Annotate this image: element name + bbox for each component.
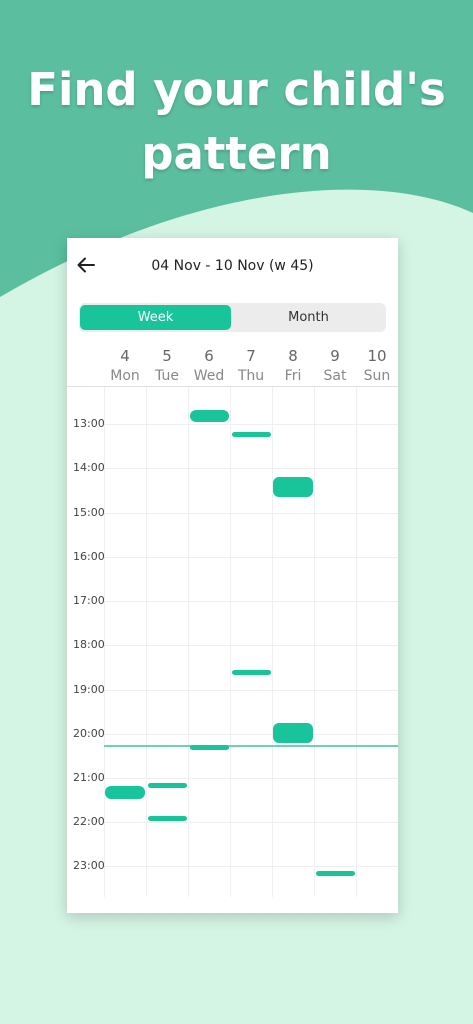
- day-header-wed: 6 Wed: [193, 347, 225, 384]
- day-header-sat: 9 Sat: [323, 347, 347, 384]
- event-block[interactable]: [273, 477, 313, 497]
- week-range-title: 04 Nov - 10 Nov (w 45): [151, 258, 314, 274]
- grid-line-horizontal: [104, 822, 398, 823]
- day-header-sun: 10 Sun: [363, 347, 391, 384]
- grid-line-horizontal: [104, 645, 398, 646]
- time-label: 18:00: [73, 638, 105, 651]
- grid-line-vertical: [104, 387, 105, 897]
- event-block[interactable]: [273, 723, 313, 743]
- grid-line-horizontal: [104, 778, 398, 779]
- view-toggle: Week Month: [79, 303, 386, 332]
- day-header-mon: 4 Mon: [110, 347, 140, 384]
- headline: Find your child's pattern: [0, 58, 473, 186]
- event-block[interactable]: [232, 432, 271, 437]
- arrow-left-icon: [77, 257, 95, 273]
- tab-week[interactable]: Week: [80, 305, 231, 330]
- grid-line-horizontal: [104, 734, 398, 735]
- event-block[interactable]: [148, 783, 187, 788]
- grid-line-vertical: [188, 387, 189, 897]
- event-block[interactable]: [190, 745, 229, 750]
- event-block[interactable]: [316, 871, 355, 876]
- grid-line-vertical: [356, 387, 357, 897]
- grid-line-vertical: [272, 387, 273, 897]
- grid-line-horizontal: [104, 866, 398, 867]
- grid-line-horizontal: [104, 468, 398, 469]
- grid-line-horizontal: [104, 601, 398, 602]
- day-header-tue: 5 Tue: [155, 347, 179, 384]
- headline-line-2: pattern: [141, 127, 332, 180]
- grid-line-vertical: [314, 387, 315, 897]
- time-label: 15:00: [73, 506, 105, 519]
- grid-line-horizontal: [104, 424, 398, 425]
- back-button[interactable]: [75, 254, 97, 276]
- grid-line-horizontal: [104, 557, 398, 558]
- current-time-line: [104, 745, 398, 747]
- time-label: 17:00: [73, 594, 105, 607]
- headline-line-1: Find your child's: [27, 63, 446, 116]
- header-divider: [67, 386, 398, 387]
- event-block[interactable]: [232, 670, 271, 675]
- grid-line-vertical: [230, 387, 231, 897]
- calendar-card: 04 Nov - 10 Nov (w 45) Week Month 4 Mon …: [67, 238, 398, 913]
- grid-line-horizontal: [104, 513, 398, 514]
- day-header-thu: 7 Thu: [237, 347, 265, 384]
- event-block[interactable]: [190, 410, 229, 422]
- event-block[interactable]: [148, 816, 187, 821]
- grid-line-horizontal: [104, 690, 398, 691]
- time-label: 16:00: [73, 550, 105, 563]
- time-label: 19:00: [73, 683, 105, 696]
- time-label: 23:00: [73, 859, 105, 872]
- time-label: 21:00: [73, 771, 105, 784]
- time-label: 14:00: [73, 461, 105, 474]
- day-header-fri: 8 Fri: [284, 347, 302, 384]
- time-label: 13:00: [73, 417, 105, 430]
- tab-month[interactable]: Month: [288, 310, 329, 325]
- grid-line-vertical: [146, 387, 147, 897]
- event-block[interactable]: [105, 786, 145, 799]
- time-label: 22:00: [73, 815, 105, 828]
- time-label: 20:00: [73, 727, 105, 740]
